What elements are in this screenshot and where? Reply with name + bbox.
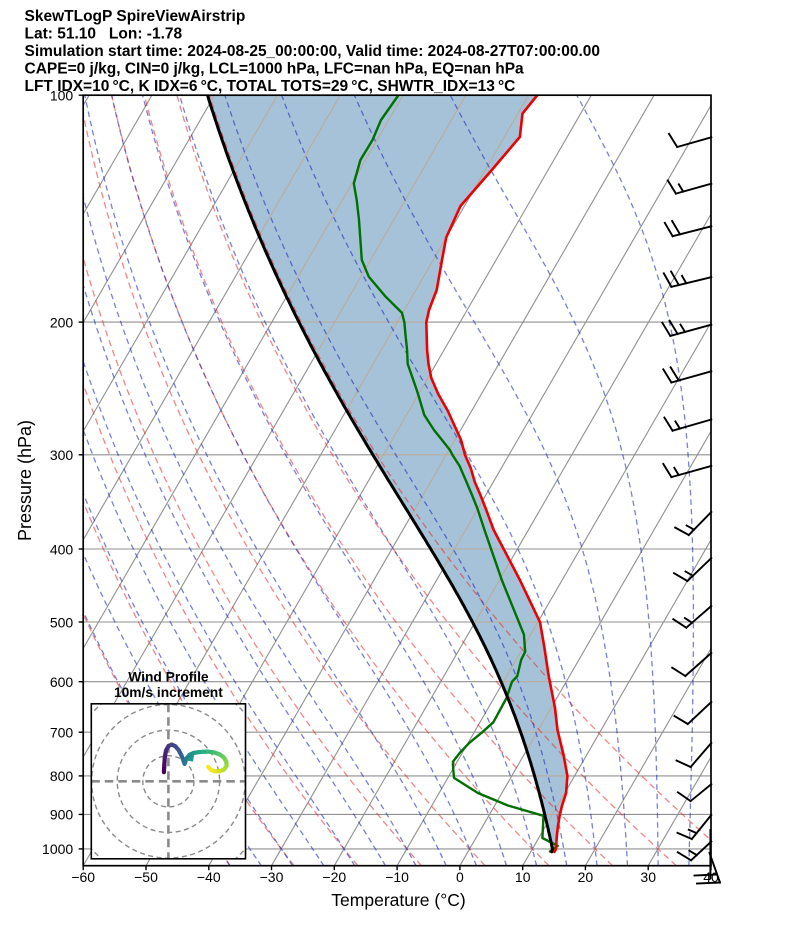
svg-text:LFT IDX=10 °C, K IDX=6 °C, TOT: LFT IDX=10 °C, K IDX=6 °C, TOTAL TOTS=29… [25,78,516,95]
svg-text:Pressure (hPa): Pressure (hPa) [15,420,35,541]
svg-text:20: 20 [578,869,594,885]
svg-text:900: 900 [50,807,74,823]
svg-text:30: 30 [640,869,656,885]
svg-text:SkewTLogP SpireViewAirstrip: SkewTLogP SpireViewAirstrip [25,8,246,25]
svg-text:600: 600 [50,674,74,690]
svg-text:800: 800 [50,768,74,784]
svg-text:40: 40 [703,869,719,885]
svg-text:−20: −20 [322,869,346,885]
svg-text:Lat: 51.10 Lon: -1.78: Lat: 51.10 Lon: -1.78 [25,26,183,43]
svg-text:400: 400 [50,541,74,557]
svg-text:Temperature (°C): Temperature (°C) [331,890,465,910]
svg-text:−40: −40 [197,869,221,885]
svg-text:1000: 1000 [42,841,73,857]
svg-text:Simulation start time: 2024-08: Simulation start time: 2024-08-25_00:00:… [25,43,601,60]
svg-text:300: 300 [50,447,74,463]
svg-text:−50: −50 [134,869,158,885]
svg-text:Wind Profile: Wind Profile [128,670,209,685]
svg-text:0: 0 [456,869,464,885]
svg-text:−30: −30 [260,869,284,885]
svg-text:10m/s increment: 10m/s increment [114,685,223,700]
svg-text:CAPE=0 j/kg, CIN=0 j/kg, LCL=1: CAPE=0 j/kg, CIN=0 j/kg, LCL=1000 hPa, L… [25,61,525,78]
svg-text:200: 200 [50,314,74,330]
svg-text:−10: −10 [385,869,409,885]
svg-text:700: 700 [50,725,74,741]
svg-text:500: 500 [50,614,74,630]
svg-text:−60: −60 [71,869,95,885]
svg-text:10: 10 [515,869,531,885]
